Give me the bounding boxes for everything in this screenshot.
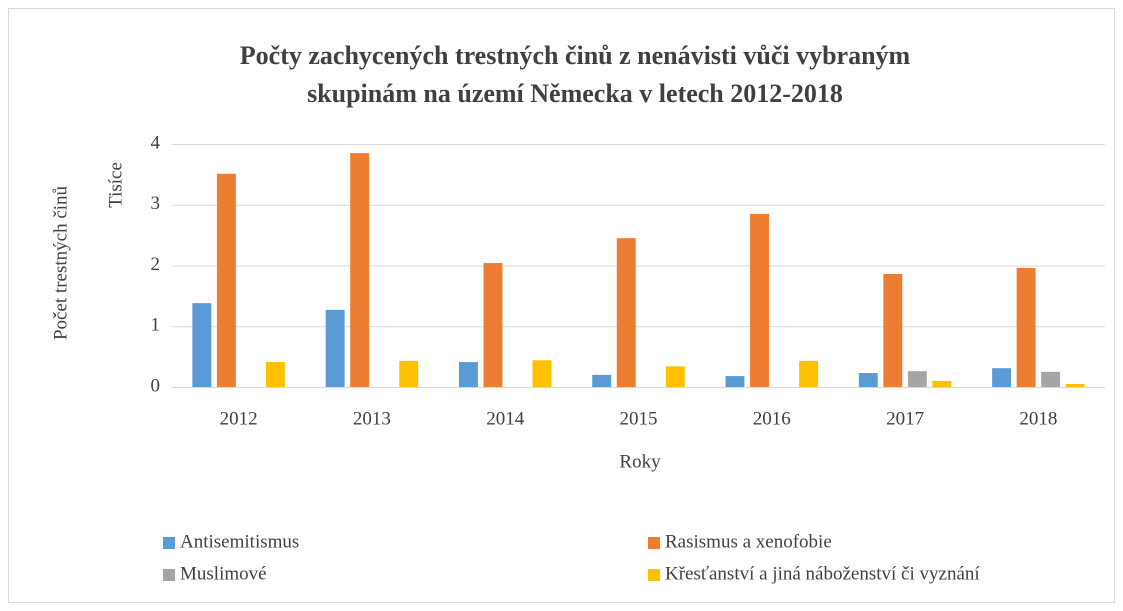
bar	[192, 303, 212, 387]
bar	[858, 373, 878, 387]
x-axis-label: Roky	[619, 451, 661, 472]
y-tick-label: 3	[151, 193, 161, 214]
legend-label: Muslimové	[180, 563, 267, 584]
bar	[1065, 383, 1085, 387]
bar	[483, 263, 503, 387]
bar	[1016, 267, 1036, 387]
legend-label: Rasismus a xenofobie	[665, 531, 832, 552]
x-tick-label: 2017	[886, 408, 924, 429]
legend-swatch	[648, 537, 660, 549]
legend-label: Antisemitismus	[180, 531, 299, 552]
x-tick-label: 2013	[353, 408, 391, 429]
bar	[350, 153, 370, 387]
x-tick-label: 2014	[486, 408, 525, 429]
y-tick-label: 1	[151, 315, 161, 336]
bar	[725, 376, 745, 387]
bar	[932, 380, 952, 387]
bar	[1041, 371, 1061, 387]
legend-swatch	[163, 537, 175, 549]
chart-title: skupinám na území Německa v letech 2012-…	[307, 79, 843, 108]
bar	[325, 309, 345, 387]
bar	[399, 360, 419, 387]
bar	[883, 274, 903, 387]
x-tick-label: 2015	[620, 408, 658, 429]
y-tick-label: 2	[151, 254, 161, 275]
y-unit-label: Tisíce	[105, 162, 126, 208]
y-tick-label: 0	[151, 375, 161, 396]
legend-swatch	[648, 569, 660, 581]
bar	[216, 173, 236, 387]
bar	[907, 371, 927, 387]
bar	[665, 366, 685, 387]
bar	[532, 360, 552, 387]
x-tick-label: 2016	[753, 408, 791, 429]
x-tick-label: 2012	[220, 408, 258, 429]
bar	[799, 360, 819, 387]
bar	[265, 362, 285, 387]
bar	[458, 362, 478, 387]
chart-title: Počty zachycených trestných činů z nenáv…	[240, 41, 911, 70]
y-tick-label: 4	[151, 132, 161, 153]
x-tick-label: 2018	[1019, 408, 1057, 429]
legend-swatch	[163, 569, 175, 581]
bar	[616, 238, 636, 387]
y-axis-label: Počet trestných činů	[50, 185, 71, 340]
bar	[750, 213, 769, 387]
bar	[992, 368, 1012, 387]
bar	[592, 374, 612, 387]
legend-label: Křesťanství a jiná náboženství či vyznán…	[665, 563, 980, 584]
